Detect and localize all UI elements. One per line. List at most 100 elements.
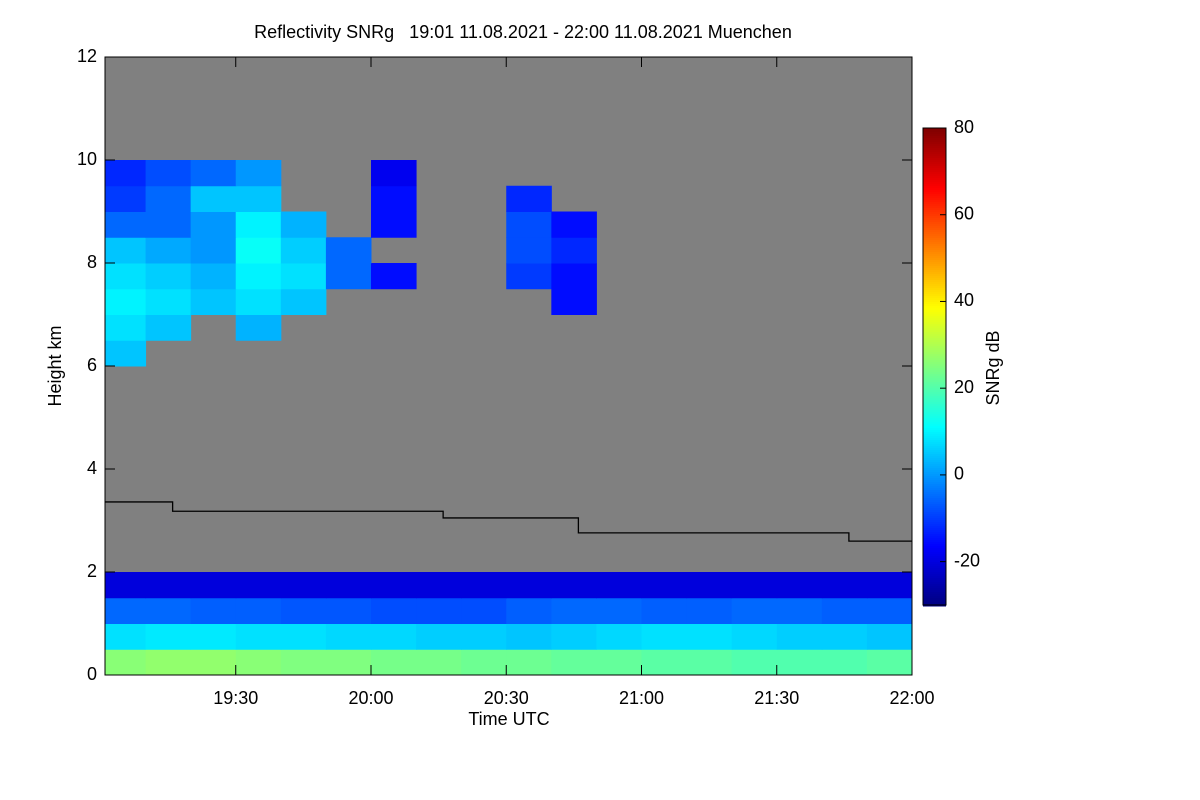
colorbar-step [923,470,946,473]
heat-cell [325,263,372,290]
colorbar-step [923,160,946,163]
colorbar-step [923,256,946,259]
heat-cell [105,288,147,315]
heat-cell [596,572,642,599]
colorbar-step [923,136,946,139]
heat-cell [145,263,192,290]
colorbar-step [923,364,946,367]
heat-cell [506,623,552,650]
colorbar-step [923,318,946,321]
colorbar-step [923,468,946,471]
colorbar-step [923,408,946,411]
colorbar-step [923,424,946,427]
colorbar-step [923,402,946,405]
colorbar-step [923,188,946,191]
heat-cell [280,211,327,238]
colorbar-step [923,458,946,461]
colorbar-step [923,298,946,301]
colorbar-step [923,360,946,363]
heat-cell [731,649,778,676]
colorbar-step [923,452,946,455]
colorbar-step [923,332,946,335]
colorbar-step [923,370,946,373]
colorbar-step [923,272,946,275]
colorbar-step [923,232,946,235]
colorbar-step [923,148,946,151]
heat-cell [145,314,192,341]
colorbar-step [923,182,946,185]
colorbar-step [923,322,946,325]
colorbar-step [923,140,946,143]
colorbar-step [923,324,946,327]
heat-cell [641,572,688,599]
x-axis-label: Time UTC [468,709,549,729]
colorbar-step [923,300,946,303]
y-tick-label: 0 [87,664,97,684]
heat-cell [551,649,597,676]
colorbar-step [923,254,946,257]
heat-cell [280,649,327,676]
colorbar-step [923,154,946,157]
colorbar-step [923,174,946,177]
y-tick-label: 8 [87,252,97,272]
colorbar-step [923,490,946,493]
heat-cell [370,160,417,187]
colorbar-step [923,158,946,161]
heat-cell [280,263,327,290]
colorbar-step [923,202,946,205]
heat-cell [370,597,417,624]
colorbar-step [923,388,946,391]
heat-cell [105,340,147,367]
colorbar-step [923,130,946,133]
colorbar-step [923,460,946,463]
heat-cell [641,597,688,624]
colorbar-step [923,216,946,219]
colorbar-step [923,420,946,423]
colorbar-step [923,164,946,167]
heat-cell [190,597,237,624]
x-tick-label: 20:00 [348,688,393,708]
colorbar-step [923,478,946,481]
colorbar-step [923,334,946,337]
heat-cell [416,649,462,676]
colorbar-step [923,428,946,431]
colorbar-step [923,552,946,555]
colorbar-step [923,234,946,237]
colorbar-step [923,200,946,203]
colorbar-step [923,602,946,605]
colorbar-step [923,574,946,577]
colorbar-step [923,540,946,543]
colorbar-step [923,512,946,515]
colorbar-step [923,536,946,539]
heat-cell [866,597,913,624]
heat-cell [235,263,282,290]
heat-cell [776,597,823,624]
heat-cell [506,597,552,624]
heat-cell [105,623,147,650]
colorbar-step [923,504,946,507]
colorbar-step [923,588,946,591]
colorbar-step [923,472,946,475]
heat-cell [235,314,282,341]
colorbar-step [923,168,946,171]
heat-cell [596,597,642,624]
colorbar-step [923,538,946,541]
colorbar-step [923,446,946,449]
colorbar-step [923,218,946,221]
colorbar-step [923,354,946,357]
colorbar-step [923,372,946,375]
colorbar-step [923,338,946,341]
heat-cell [105,597,147,624]
colorbar-step [923,376,946,379]
heat-cell [105,649,147,676]
colorbar-step [923,418,946,421]
colorbar-step [923,176,946,179]
heat-cell [280,597,327,624]
heat-cell [280,288,327,315]
heat-cell [105,314,147,341]
heat-cell [105,211,147,238]
heat-cell [641,649,688,676]
colorbar-step [923,304,946,307]
colorbar-step [923,170,946,173]
heat-cell [145,572,192,599]
